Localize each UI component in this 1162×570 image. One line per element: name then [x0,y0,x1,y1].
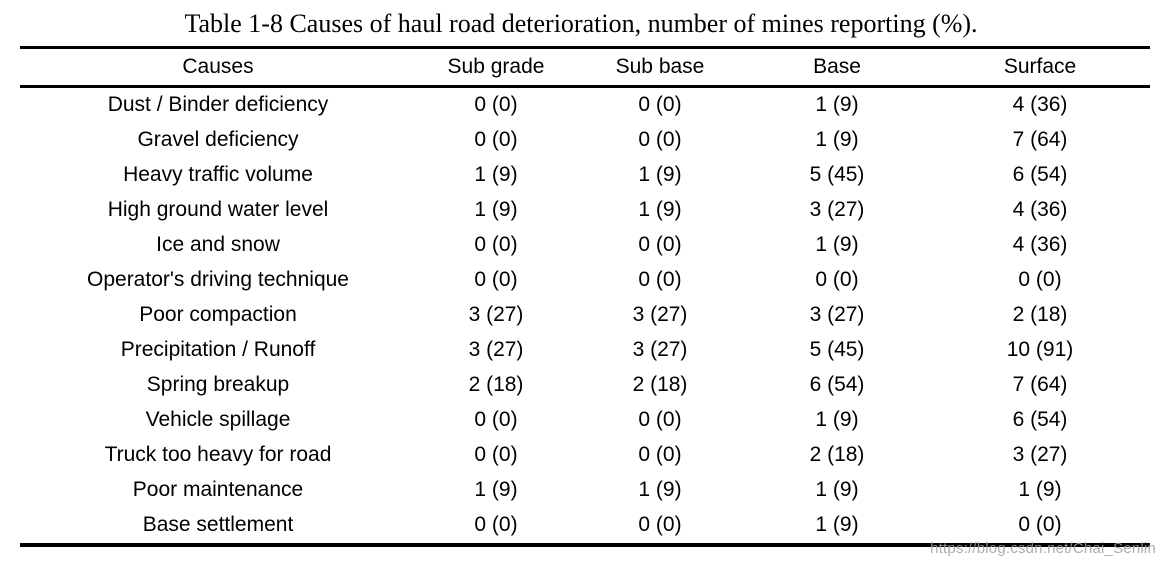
value-cell: 1 (9) [638,198,682,221]
value-cell: 4 (36) [1012,233,1068,256]
value-cell: 0 (0) [474,93,518,116]
watermark-url: https://blog.csdn.net/Chai_Senlin [930,540,1156,557]
table-row: Vehicle spillage 0 (0) 0 (0) 1 (9) 6 (54) [20,403,1150,438]
value-cell: 0 (0) [474,233,518,256]
table-row: Ice and snow 0 (0) 0 (0) 1 (9) 4 (36) [20,228,1150,263]
value-cell: 4 (36) [1012,198,1068,221]
value-cell: 1 (9) [815,513,859,536]
value-cell: 1 (9) [638,163,682,186]
value-cell: 0 (0) [638,513,682,536]
value-cell: 2 (18) [1012,303,1068,326]
column-header-causes: Causes [20,47,416,88]
value-cell: 0 (0) [638,128,682,151]
table-row: Poor compaction 3 (27) 3 (27) 3 (27) 2 (18) [20,298,1150,333]
value-cell: 3 (27) [468,303,524,326]
value-cell: 0 (0) [474,513,518,536]
column-header-base: Base [744,47,930,88]
value-cell: 7 (64) [1012,128,1068,151]
cause-label: Ice and snow [156,233,280,256]
table-row: Base settlement 0 (0) 0 (0) 1 (9) 0 (0) [20,508,1150,545]
value-cell: 5 (45) [809,163,865,186]
cause-label: Operator's driving technique [87,268,349,291]
value-cell: 6 (54) [1012,408,1068,431]
value-cell: 1 (9) [815,93,859,116]
cause-label: Truck too heavy for road [104,443,332,466]
value-cell: 1 (9) [815,233,859,256]
value-cell: 4 (36) [1012,93,1068,116]
value-cell: 1 (9) [474,198,518,221]
value-cell: 1 (9) [815,478,859,501]
table-body: Dust / Binder deficiency 0 (0) 0 (0) 1 (9) 4… [20,86,1150,545]
value-cell: 6 (54) [1012,163,1068,186]
table-header: Causes Sub grade Sub base Base Surface [20,47,1150,88]
cause-label: High ground water level [107,198,329,221]
value-cell: 3 (27) [809,198,865,221]
value-cell: 1 (9) [815,128,859,151]
value-cell: 1 (9) [474,163,518,186]
value-cell: 0 (0) [638,233,682,256]
value-cell: 3 (27) [632,338,688,361]
value-cell: 0 (0) [474,268,518,291]
value-cell: 1 (9) [815,408,859,431]
table-row: Dust / Binder deficiency 0 (0) 0 (0) 1 (9) 4… [20,86,1150,123]
value-cell: 2 (18) [468,373,524,396]
value-cell: 7 (64) [1012,373,1068,396]
value-cell: 1 (9) [1018,478,1062,501]
value-cell: 10 (91) [1006,338,1074,361]
cause-label: Gravel deficiency [137,128,299,151]
table-row: Poor maintenance 1 (9) 1 (9) 1 (9) 1 (9) [20,473,1150,508]
value-cell: 0 (0) [1018,513,1062,536]
value-cell: 3 (27) [809,303,865,326]
table-row: Truck too heavy for road 0 (0) 0 (0) 2 (18)… [20,438,1150,473]
table-row: Precipitation / Runoff 3 (27) 3 (27) 5 (45)… [20,333,1150,368]
value-cell: 6 (54) [809,373,865,396]
column-header-sub-base: Sub base [576,47,744,88]
data-table: Causes Sub grade Sub base Base Surface D… [20,45,1150,547]
value-cell: 0 (0) [638,93,682,116]
value-cell: 0 (0) [815,268,859,291]
value-cell: 2 (18) [632,373,688,396]
value-cell: 0 (0) [638,408,682,431]
cause-label: Heavy traffic volume [123,163,313,186]
cause-label: Spring breakup [146,373,290,396]
value-cell: 0 (0) [474,443,518,466]
table-row: Gravel deficiency 0 (0) 0 (0) 1 (9) 7 (64) [20,123,1150,158]
table-row: Operator's driving technique 0 (0) 0 (0) 0 … [20,263,1150,298]
table-row: Spring breakup 2 (18) 2 (18) 6 (54) 7 (64) [20,368,1150,403]
value-cell: 0 (0) [638,268,682,291]
table-row: Heavy traffic volume 1 (9) 1 (9) 5 (45) 6 (5… [20,158,1150,193]
header-row: Causes Sub grade Sub base Base Surface [20,47,1150,88]
cause-label: Dust / Binder deficiency [107,93,329,116]
cause-label: Poor compaction [139,303,297,326]
value-cell: 3 (27) [1012,443,1068,466]
value-cell: 2 (18) [809,443,865,466]
cause-label: Vehicle spillage [145,408,291,431]
value-cell: 0 (0) [474,408,518,431]
value-cell: 1 (9) [474,478,518,501]
value-cell: 0 (0) [474,128,518,151]
value-cell: 0 (0) [638,443,682,466]
value-cell: 3 (27) [632,303,688,326]
value-cell: 1 (9) [638,478,682,501]
value-cell: 3 (27) [468,338,524,361]
table-row: High ground water level 1 (9) 1 (9) 3 (27) 4… [20,193,1150,228]
value-cell: 5 (45) [809,338,865,361]
cause-label: Base settlement [142,513,294,536]
column-header-surface: Surface [930,47,1150,88]
value-cell: 0 (0) [1018,268,1062,291]
cause-label: Poor maintenance [132,478,304,501]
column-header-sub-grade: Sub grade [416,47,576,88]
cause-label: Precipitation / Runoff [120,338,316,361]
table-caption: Table 1-8 Causes of haul road deteriorat… [184,9,978,38]
